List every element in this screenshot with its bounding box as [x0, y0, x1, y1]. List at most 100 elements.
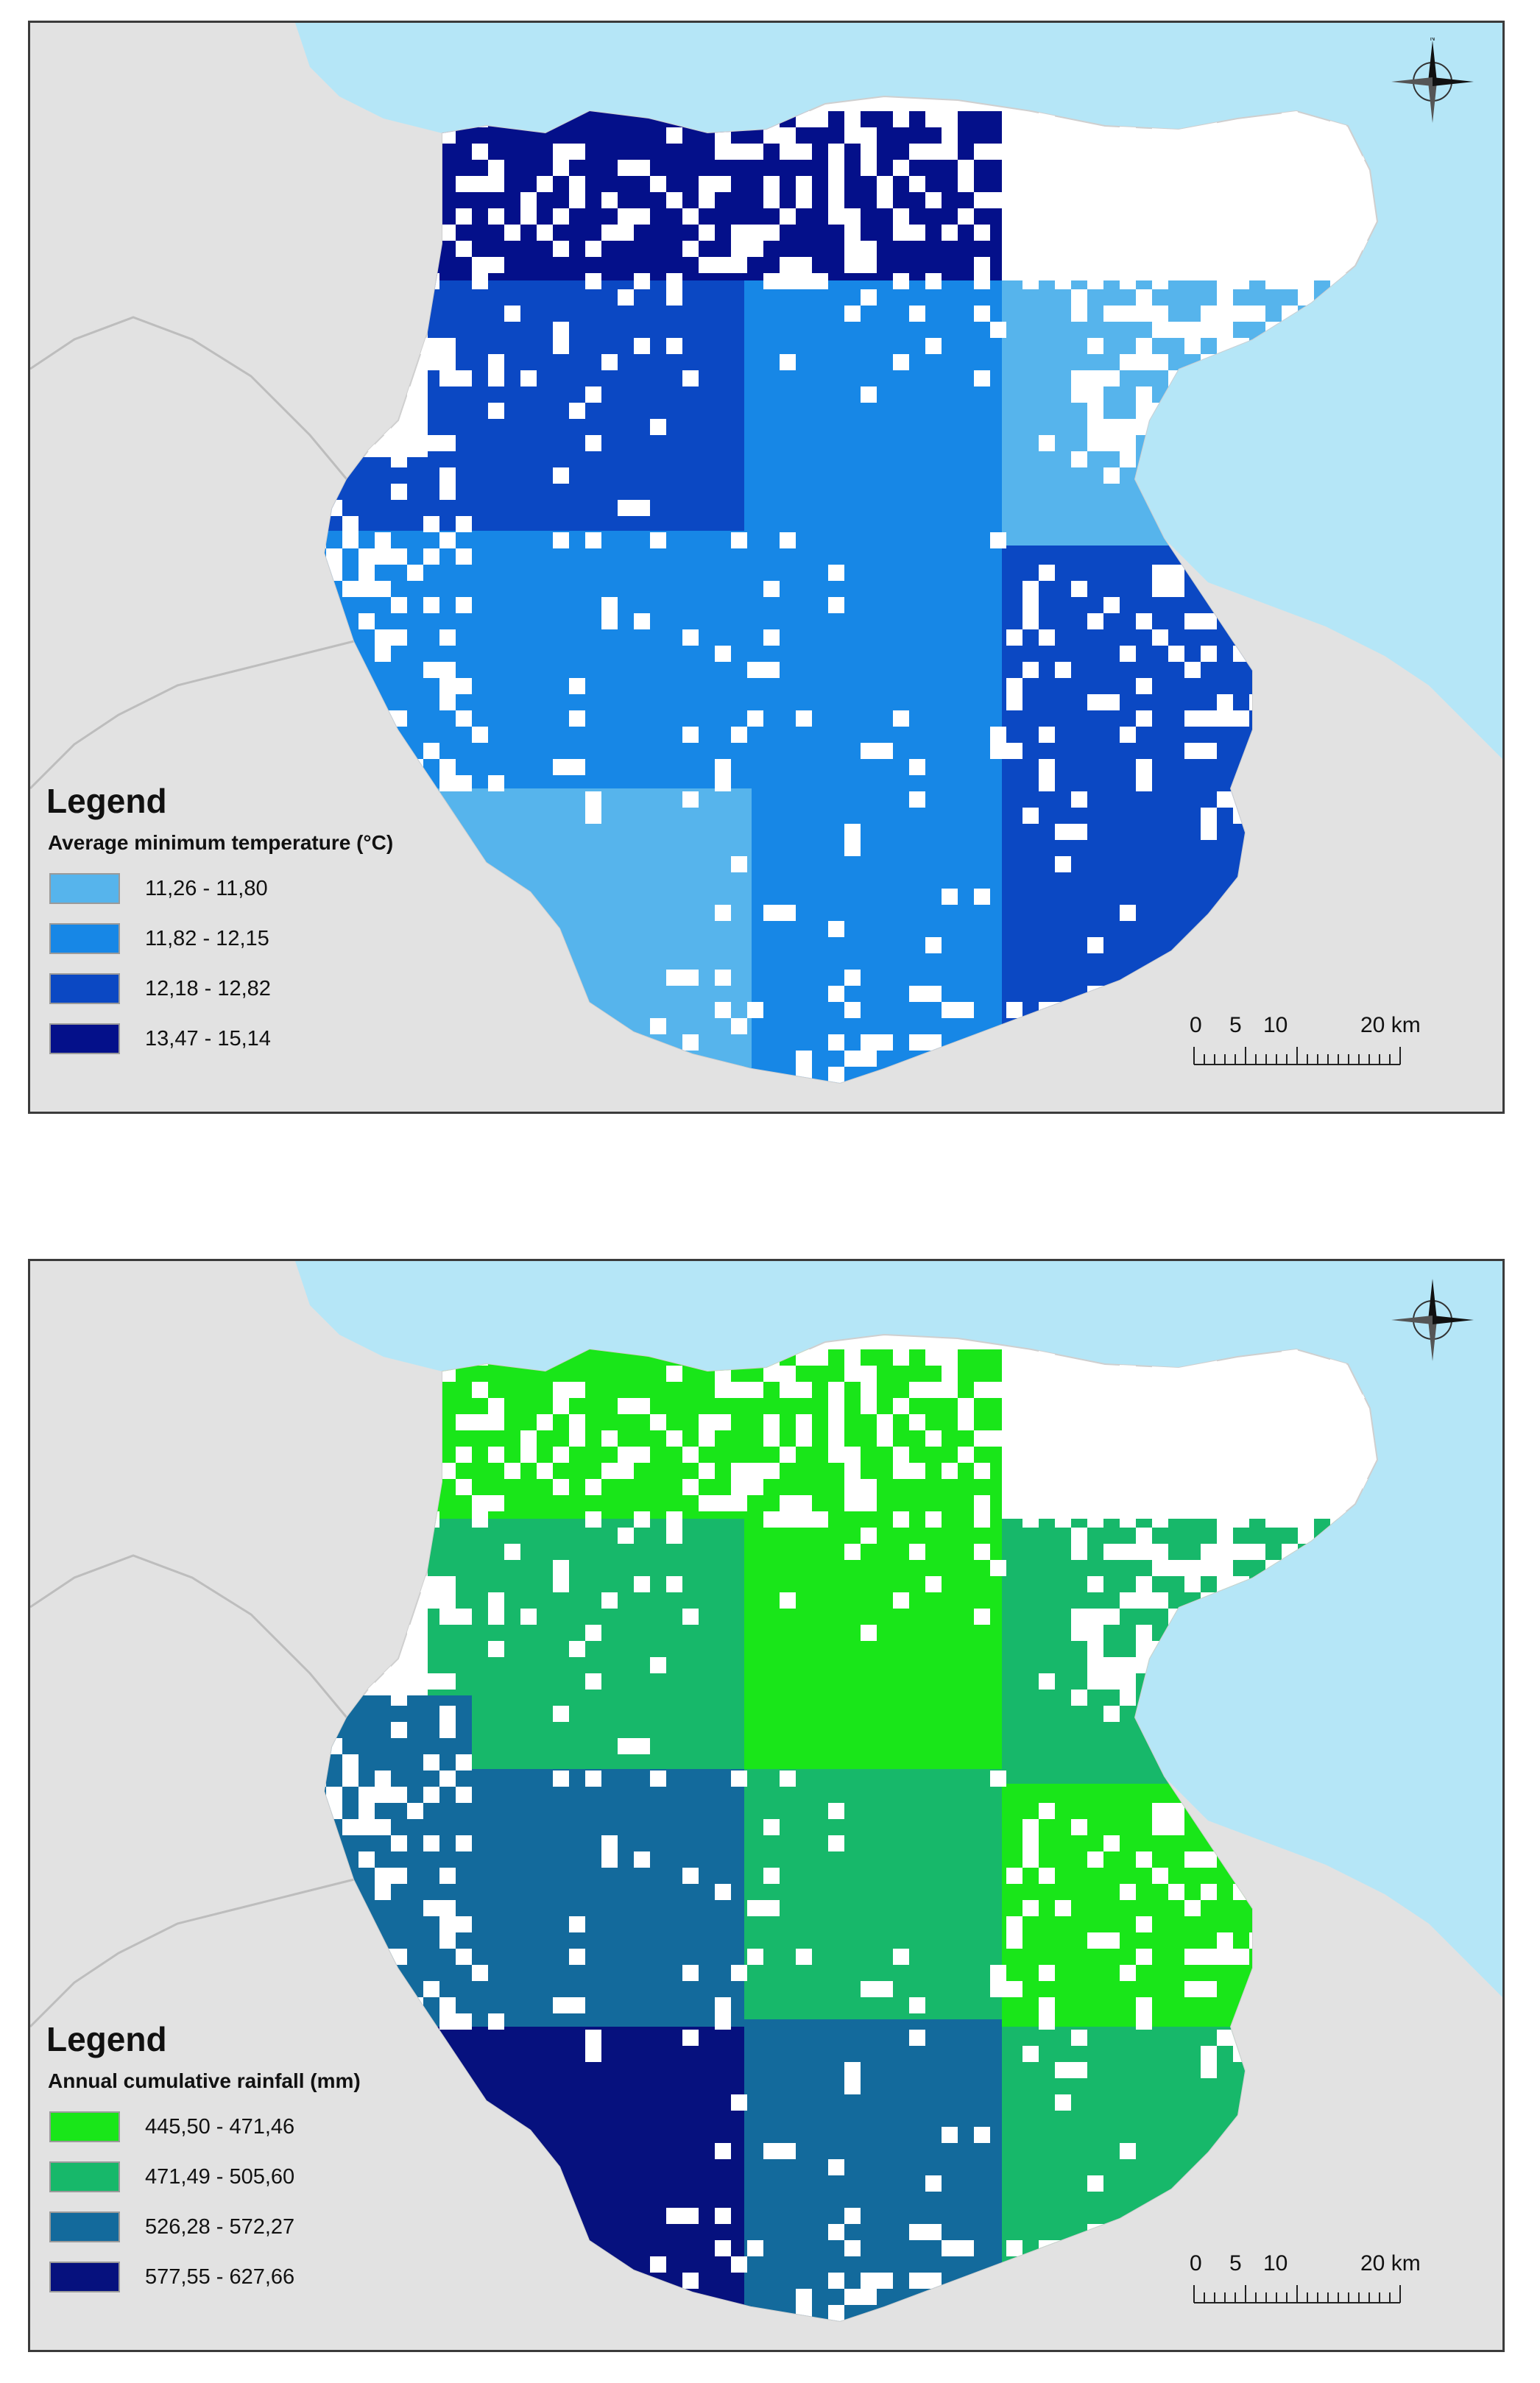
- white-cell: [375, 646, 391, 662]
- white-cell: [1168, 160, 1184, 176]
- white-cell: [1184, 710, 1201, 727]
- white-cell: [796, 1414, 812, 1430]
- white-cell: [423, 516, 439, 532]
- white-cell: [1071, 386, 1087, 403]
- white-cell: [747, 1002, 763, 1018]
- white-cell: [358, 613, 375, 629]
- white-cell: [634, 1447, 650, 1463]
- white-cell: [1217, 1932, 1233, 1949]
- white-cell: [1201, 646, 1217, 662]
- white-cell: [423, 1673, 439, 1690]
- white-cell: [1314, 176, 1330, 192]
- white-cell: [925, 1349, 942, 1366]
- white-cell: [1136, 1430, 1152, 1447]
- white-cell: [1136, 1997, 1152, 2013]
- white-cell: [634, 1576, 650, 1592]
- white-cell: [1168, 1382, 1184, 1398]
- white-cell: [1249, 127, 1265, 144]
- white-cell: [1201, 710, 1217, 727]
- white-cell: [1217, 791, 1233, 808]
- white-cell: [456, 1414, 472, 1430]
- white-cell: [731, 532, 747, 548]
- white-cell: [1071, 824, 1087, 840]
- white-cell: [763, 1463, 780, 1479]
- white-cell: [844, 824, 861, 840]
- white-cell: [763, 581, 780, 597]
- white-cell: [456, 2013, 472, 2030]
- white-cell: [391, 1787, 407, 1803]
- white-cell: [780, 354, 796, 370]
- white-cell: [715, 775, 731, 791]
- white-cell: [1217, 1382, 1233, 1398]
- white-cell: [1120, 273, 1136, 289]
- white-cell: [1120, 905, 1136, 921]
- white-cell: [569, 403, 585, 419]
- white-cell: [715, 1002, 731, 1018]
- white-cell: [942, 144, 958, 160]
- white-cell: [585, 435, 601, 451]
- white-cell: [893, 225, 909, 241]
- white-cell: [391, 1949, 407, 1965]
- white-cell: [375, 1819, 391, 1835]
- white-cell: [553, 144, 569, 160]
- white-cell: [796, 1949, 812, 1965]
- white-cell: [715, 1414, 731, 1430]
- white-cell: [1136, 613, 1152, 629]
- white-cell: [1168, 257, 1184, 273]
- white-cell: [1039, 160, 1055, 176]
- white-cell: [1136, 775, 1152, 791]
- white-cell: [925, 111, 942, 127]
- white-cell: [1022, 1479, 1039, 1495]
- white-cell: [1265, 1382, 1282, 1398]
- white-cell: [1103, 176, 1120, 192]
- white-cell: [634, 1398, 650, 1414]
- white-cell: [828, 2305, 844, 2321]
- white-cell: [731, 2094, 747, 2111]
- white-cell: [1298, 1495, 1314, 1511]
- white-cell: [618, 1398, 634, 1414]
- white-cell: [796, 2289, 812, 2305]
- white-cell: [1087, 370, 1103, 386]
- white-cell: [990, 1981, 1006, 1997]
- white-cell: [585, 1511, 601, 1528]
- white-cell: [844, 241, 861, 257]
- white-cell: [634, 338, 650, 354]
- temperature-map: N Legend Average minimum temperature (°C…: [28, 21, 1505, 1114]
- white-cell: [877, 1414, 893, 1430]
- white-cell: [1217, 710, 1233, 727]
- white-cell: [1330, 208, 1346, 225]
- white-cell: [1314, 127, 1330, 144]
- white-cell: [844, 1366, 861, 1382]
- white-cell: [1120, 127, 1136, 144]
- white-cell: [1265, 1430, 1282, 1447]
- white-cell: [861, 386, 877, 403]
- white-cell: [844, 257, 861, 273]
- white-cell: [828, 2159, 844, 2175]
- white-cell: [1136, 1479, 1152, 1495]
- white-cell: [1136, 1544, 1152, 1560]
- white-cell: [1136, 1592, 1152, 1609]
- white-cell: [893, 1447, 909, 1463]
- white-cell: [715, 646, 731, 662]
- white-cell: [780, 257, 796, 273]
- white-cell: [796, 710, 812, 727]
- white-cell: [731, 856, 747, 872]
- white-cell: [1120, 306, 1136, 322]
- white-cell: [1136, 1949, 1152, 1965]
- white-cell: [1201, 1447, 1217, 1463]
- white-cell: [974, 1544, 990, 1560]
- white-cell: [763, 1414, 780, 1430]
- white-cell: [877, 1034, 893, 1051]
- white-cell: [1184, 1949, 1201, 1965]
- white-cell: [1039, 1398, 1055, 1414]
- white-cell: [796, 257, 812, 273]
- white-cell: [650, 2256, 666, 2273]
- white-cell: [1006, 678, 1022, 694]
- white-cell: [537, 1414, 553, 1430]
- white-cell: [682, 2273, 699, 2289]
- white-cell: [1120, 2143, 1136, 2159]
- white-cell: [925, 1430, 942, 1447]
- white-cell: [391, 548, 407, 565]
- white-cell: [893, 1349, 909, 1366]
- white-cell: [763, 1819, 780, 1835]
